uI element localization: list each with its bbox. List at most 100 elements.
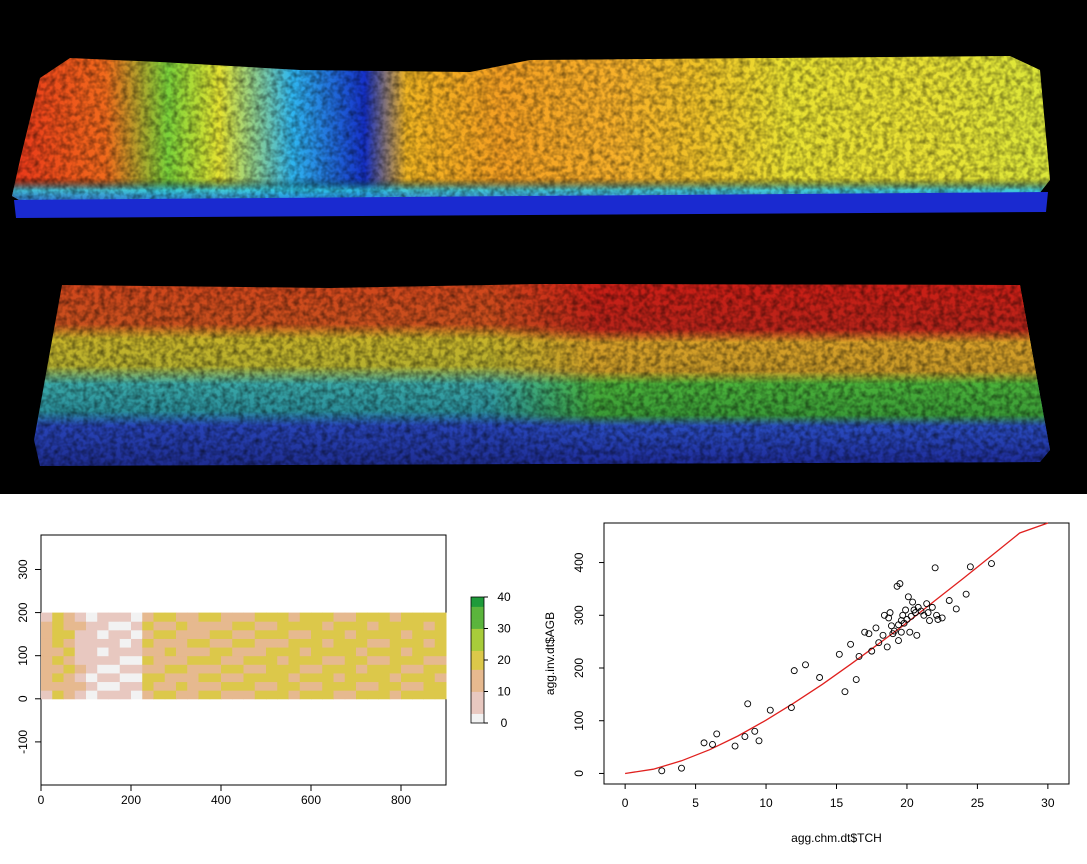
raster-cell	[52, 638, 64, 648]
legend-swatch	[471, 600, 484, 604]
raster-cell	[322, 647, 334, 657]
data-point	[906, 628, 914, 636]
raster-cell	[243, 629, 256, 639]
raster-cell	[288, 621, 301, 631]
data-point	[713, 730, 721, 738]
data-point	[787, 704, 795, 711]
y-axis-label: agg.inv.dt$AGB	[543, 612, 557, 695]
x-tick-label: 600	[301, 793, 321, 807]
y-tick-label: 0	[16, 695, 30, 702]
data-point	[913, 631, 921, 639]
raster-cell	[367, 672, 379, 683]
raster-cell	[52, 621, 64, 631]
raster-cell	[423, 655, 436, 665]
raster-cell	[176, 681, 188, 691]
data-point	[945, 597, 953, 604]
raster-cell	[119, 655, 132, 665]
raster-cell	[86, 681, 98, 691]
raster-cell	[378, 612, 391, 622]
raster-cell	[86, 647, 98, 657]
raster-cell	[311, 681, 323, 691]
legend-swatch	[471, 625, 484, 629]
raster-cell	[41, 690, 53, 700]
legend-swatch	[471, 637, 484, 642]
legend-swatch	[471, 644, 484, 648]
raster-cell	[209, 612, 222, 622]
data-point	[933, 611, 940, 619]
raster-cell	[311, 638, 323, 648]
raster-cell	[198, 655, 211, 665]
raster-cell	[153, 629, 166, 639]
raster-cell	[119, 681, 132, 691]
raster-cell	[344, 647, 357, 657]
legend-swatch	[471, 669, 484, 673]
raster-cell	[41, 647, 53, 657]
legend-swatch	[471, 666, 484, 670]
raster-cell	[434, 647, 447, 657]
raster-cell	[131, 690, 143, 700]
lidar-height-colored-view	[12, 56, 1052, 218]
raster-cell	[142, 655, 154, 665]
y-tick-label: 200	[16, 602, 30, 622]
raster-cell	[367, 638, 379, 648]
raster-cell	[131, 621, 143, 631]
raster-cell	[63, 638, 76, 648]
x-tick-label: 20	[900, 796, 914, 810]
raster-cell	[311, 672, 323, 683]
raster-cell	[142, 638, 154, 648]
raster-cell	[367, 664, 379, 674]
data-point	[872, 624, 880, 632]
raster-cell	[434, 655, 447, 665]
x-tick-label: 0	[38, 793, 45, 807]
raster-cell	[108, 690, 121, 700]
data-point	[841, 688, 849, 696]
raster-cell	[266, 672, 278, 683]
data-point	[895, 621, 902, 629]
data-point	[888, 622, 895, 630]
data-point	[896, 580, 904, 588]
raster-cell	[288, 681, 301, 691]
raster-cell	[299, 638, 312, 648]
raster-cell	[333, 672, 346, 683]
raster-cell	[232, 672, 244, 683]
y-tick-label: 0	[572, 770, 586, 777]
raster-cell	[288, 664, 301, 674]
raster-cell	[164, 672, 177, 683]
data-point	[897, 628, 905, 636]
raster-cell	[232, 655, 244, 665]
raster-cell	[389, 690, 402, 700]
raster-cell	[97, 612, 109, 622]
data-point	[855, 652, 863, 660]
raster-cell	[266, 690, 278, 700]
legend-swatch	[471, 688, 484, 692]
x-tick-label: 400	[211, 793, 231, 807]
raster-cell	[356, 664, 368, 674]
raster-cell	[322, 629, 334, 639]
raster-cell	[434, 621, 447, 631]
raster-cell	[97, 647, 109, 657]
raster-cell	[86, 655, 98, 665]
legend-tick-label: 0	[501, 716, 508, 730]
raster-cell	[52, 655, 64, 665]
data-point	[890, 627, 898, 635]
raster-cell	[232, 647, 244, 657]
raster-cell	[187, 655, 199, 665]
raster-cell	[311, 655, 323, 665]
legend-swatch	[471, 678, 484, 683]
raster-cell	[311, 621, 323, 631]
legend-swatch	[471, 641, 484, 645]
raster-cell	[198, 672, 211, 683]
legend-swatch	[471, 697, 484, 702]
raster-cell	[176, 690, 188, 700]
raster-cell	[243, 690, 256, 700]
raster-cell	[243, 621, 256, 631]
raster-cell	[378, 672, 391, 683]
legend-swatch	[471, 710, 484, 714]
data-points	[658, 560, 995, 775]
raster-cell	[277, 612, 289, 622]
raster-cell	[41, 664, 53, 674]
legend-swatch	[471, 603, 484, 607]
raster-cell	[187, 672, 199, 683]
raster-cell	[74, 629, 87, 639]
